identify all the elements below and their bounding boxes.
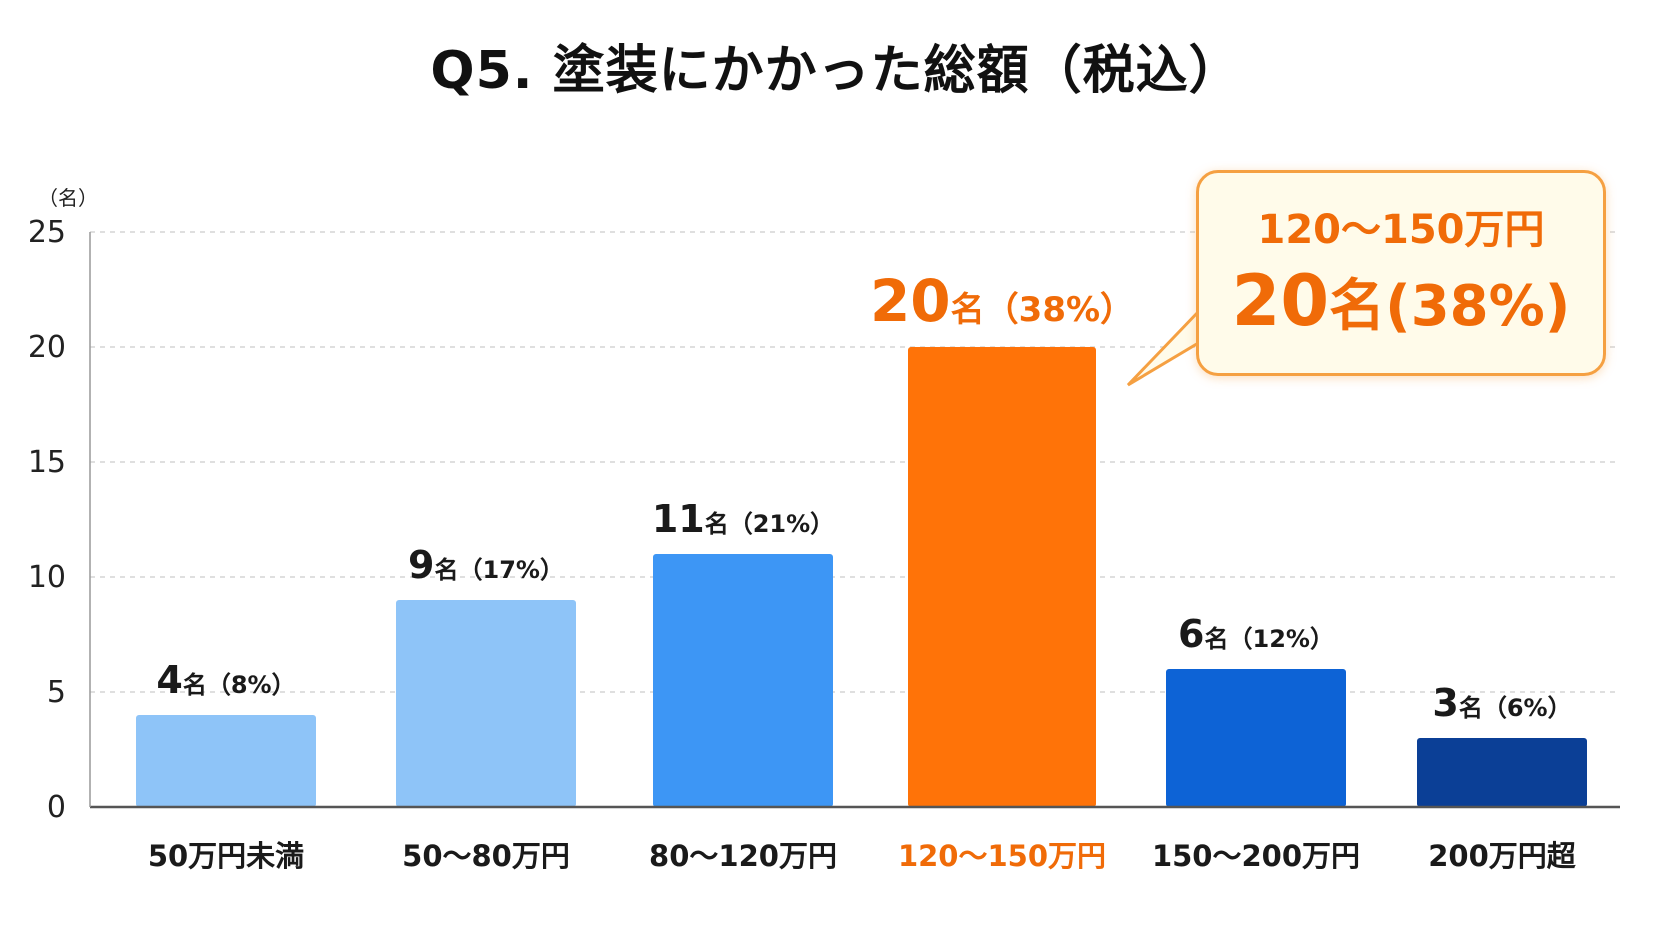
data-label-count: 4 [156,658,182,702]
callout-unit: 名 [1329,274,1386,339]
bar [653,554,833,807]
data-label-percent: （21%） [729,510,834,538]
data-label: 4名（8%） [156,658,295,702]
callout-count: 20 [1231,260,1330,342]
x-tick-label: 50～80万円 [402,839,570,873]
y-tick-label: 5 [47,675,66,710]
data-label-unit: 名 [951,290,985,330]
bar [1417,738,1587,807]
data-label-unit: 名 [1459,694,1483,722]
callout-value-line: 20名(38%) [1199,263,1603,345]
data-label: 9名（17%） [408,543,564,587]
data-label: 11名（21%） [652,497,834,541]
data-label-unit: 名 [705,510,729,538]
x-tick-label: 200万円超 [1428,839,1577,873]
data-label-count: 3 [1432,681,1458,725]
data-label-percent: （38%） [985,290,1134,330]
callout-tail [1126,306,1202,387]
y-tick-label: 20 [28,330,66,365]
y-tick-label: 0 [47,790,66,825]
data-label-unit: 名 [1205,625,1229,653]
bar [908,347,1096,807]
bar [1166,669,1346,807]
y-tick-label: 25 [28,215,66,250]
data-label: 20名（38%） [870,267,1134,335]
data-label: 3名（6%） [1432,681,1571,725]
x-tick-label: 50万円未満 [148,839,304,873]
data-label-count: 11 [652,497,705,541]
x-tick-label: 150～200万円 [1152,839,1360,873]
data-label-percent: （6%） [1483,694,1572,722]
y-axis-unit-label: （名） [38,186,98,210]
data-label-unit: 名 [183,671,207,699]
x-tick-label: 80～120万円 [649,839,837,873]
highlight-callout: 120～150万円 20名(38%) [1196,170,1606,376]
bars [136,347,1587,807]
x-axis-ticks: 50万円未満 50～80万円 80～120万円 120～150万円 150～200万円 2… [148,839,1577,873]
data-label-percent: （8%） [207,671,296,699]
bar [136,715,316,807]
callout-percent: (38%) [1385,274,1571,339]
callout-category: 120～150万円 [1257,207,1545,253]
data-label-count: 20 [870,267,951,335]
data-label-count: 9 [408,543,434,587]
chart-title: Q5. 塗装にかかった総額（税込） [430,41,1242,101]
x-tick-label: 120～150万円 [898,839,1106,873]
data-label-percent: （12%） [1229,625,1334,653]
data-label-percent: （17%） [459,556,564,584]
data-label-count: 6 [1178,612,1204,656]
y-axis-ticks: 0 5 10 15 20 25 [28,215,66,825]
y-tick-label: 15 [28,445,66,480]
y-tick-label: 10 [28,560,66,595]
data-label-unit: 名 [435,556,459,584]
bar [396,600,576,807]
data-labels: 4名（8%）9名（17%）11名（21%）20名（38%）6名（12%）3名（6… [156,267,1571,725]
data-label: 6名（12%） [1178,612,1334,656]
